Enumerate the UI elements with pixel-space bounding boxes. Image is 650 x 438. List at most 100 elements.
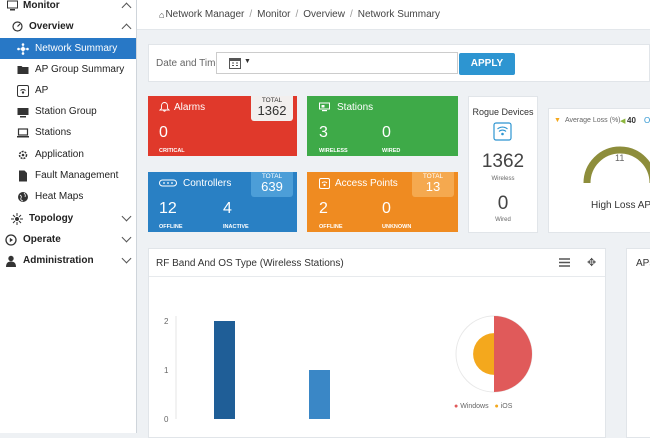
wired-label: WIRED	[382, 148, 401, 154]
legend-dot: ●	[494, 403, 499, 410]
wireless-count: 3	[319, 124, 328, 141]
unknown-label: UNKNOWN	[382, 224, 412, 230]
sidebar: Monitor Overview Network Summary AP Grou…	[0, 0, 137, 433]
chevron-down-icon[interactable]	[121, 253, 132, 264]
legend-windows[interactable]: Windows	[460, 403, 489, 410]
breadcrumb-item[interactable]: Network Manager	[165, 9, 245, 20]
wired-count: 0	[382, 124, 391, 141]
chevron-down-icon[interactable]	[121, 232, 132, 243]
total-label: TOTAL	[422, 173, 444, 180]
y-tick-label: 1	[164, 366, 169, 375]
sidebar-item-fault-management[interactable]: Fault Management	[0, 165, 136, 186]
panel-title: RF Band And OS Type (Wireless Stations)	[156, 258, 344, 269]
loss-extra: Ol	[644, 116, 650, 125]
critical-label: CRITICAL	[159, 148, 185, 154]
breadcrumb-current: Network Summary	[357, 9, 440, 20]
topology-icon	[11, 212, 23, 225]
bar[interactable]	[214, 321, 235, 419]
rogue-devices-card[interactable]: Rogue Devices 1362 Wireless 0 Wired	[468, 96, 538, 233]
panel-header: RF Band And OS Type (Wireless Stations) …	[149, 249, 605, 277]
sidebar-item-monitor[interactable]: Monitor	[0, 0, 136, 16]
pie-slice[interactable]	[473, 333, 494, 375]
calendar-icon[interactable]	[229, 57, 241, 72]
menu-icon[interactable]	[559, 257, 570, 271]
sidebar-label: Fault Management	[35, 170, 119, 181]
sidebar-label: Application	[35, 149, 84, 160]
total-value: 639	[261, 179, 283, 194]
date-filter-bar: Date and Time ▼ APPLY	[148, 44, 650, 82]
station-icon	[319, 102, 330, 112]
sidebar-item-network-summary[interactable]: Network Summary	[0, 38, 136, 59]
chevron-up-icon[interactable]	[121, 2, 132, 13]
y-tick-label: 0	[164, 415, 169, 424]
caret-down-icon[interactable]: ▼	[244, 58, 251, 65]
alarms-tile[interactable]: Alarms TOTAL 1362 0 CRITICAL	[148, 96, 297, 156]
tile-title: Access Points	[335, 178, 398, 189]
high-loss-card[interactable]: ▼ Average Loss (%) ◀ 40 Ol 11 High Loss …	[548, 108, 650, 233]
sidebar-item-topology[interactable]: Topology	[0, 208, 136, 229]
gauge-value: 11	[615, 153, 625, 163]
aps-panel: APs	[626, 248, 650, 438]
os-bar-chart: 0 1 2	[164, 316, 330, 424]
offline-count: 12	[159, 200, 177, 217]
date-time-label: Date and Time	[156, 58, 222, 69]
access-points-tile[interactable]: Access Points TOTAL 13 2 OFFLINE 0 UNKNO…	[307, 172, 458, 232]
sidebar-item-overview[interactable]: Overview	[0, 16, 136, 37]
loss-gauge	[583, 146, 650, 184]
bar[interactable]	[309, 370, 330, 419]
chevron-up-icon[interactable]	[121, 23, 132, 34]
sidebar-item-stations[interactable]: Stations	[0, 122, 136, 143]
unknown-count: 0	[382, 200, 391, 217]
rogue-ap-icon	[493, 122, 512, 141]
apply-button[interactable]: APPLY	[459, 53, 515, 75]
sidebar-item-heat-maps[interactable]: Heat Maps	[0, 186, 136, 207]
stations-tile[interactable]: Stations 3 WIRELESS 0 WIRED	[307, 96, 458, 156]
document-icon	[17, 170, 29, 182]
controllers-tile[interactable]: Controllers TOTAL 639 12 OFFLINE 4 INACT…	[148, 172, 297, 232]
sidebar-item-administration[interactable]: Administration	[0, 250, 136, 271]
pie-legend: ● Windows ● iOS	[454, 403, 512, 410]
date-time-input[interactable]: ▼	[216, 52, 458, 74]
sidebar-label: Topology	[29, 213, 74, 224]
dashboard-icon	[11, 21, 23, 33]
sidebar-label: Station Group	[35, 106, 97, 117]
access-point-icon	[319, 178, 330, 189]
sidebar-item-ap[interactable]: AP	[0, 80, 136, 101]
y-tick-label: 2	[164, 317, 169, 326]
sidebar-item-operate[interactable]: Operate	[0, 229, 136, 250]
card-title: High Loss APs	[591, 200, 650, 211]
wireless-label: WIRELESS	[319, 148, 348, 154]
breadcrumb-item[interactable]: Overview	[303, 9, 345, 20]
panel-title: APs	[636, 258, 650, 269]
sidebar-item-station-group[interactable]: Station Group	[0, 101, 136, 122]
sidebar-label: Monitor	[23, 0, 60, 11]
filter-icon[interactable]: ▼	[554, 117, 561, 124]
chevron-down-icon[interactable]	[121, 211, 132, 222]
inactive-count: 4	[223, 200, 232, 217]
globe-icon	[17, 191, 29, 203]
pie-slice[interactable]	[494, 316, 532, 392]
folder-icon	[17, 64, 29, 76]
legend-dot: ●	[454, 403, 459, 410]
wired-label: Wired	[495, 217, 511, 223]
legend-ios[interactable]: iOS	[500, 403, 513, 410]
total-value: 13	[425, 179, 441, 194]
rf-band-panel: RF Band And OS Type (Wireless Stations) …	[148, 248, 606, 438]
monitor-icon	[6, 0, 18, 12]
sidebar-item-application[interactable]: Application	[0, 144, 136, 165]
tile-title: Alarms	[174, 102, 206, 113]
station-group-icon	[17, 106, 29, 118]
total-value: 1362	[257, 103, 287, 118]
total-label: TOTAL	[261, 97, 283, 104]
wireless-value: 1362	[481, 151, 525, 172]
sidebar-label: Operate	[23, 234, 61, 245]
tile-title: Stations	[337, 102, 374, 113]
breadcrumb-item[interactable]: Monitor	[257, 9, 291, 20]
gear-icon	[17, 149, 29, 161]
home-icon[interactable]: ⌂	[159, 9, 165, 20]
sidebar-label: Stations	[35, 127, 72, 138]
critical-count: 0	[159, 124, 168, 141]
user-icon	[5, 255, 17, 267]
sidebar-item-ap-group-summary[interactable]: AP Group Summary	[0, 59, 136, 80]
move-icon[interactable]: ✥	[587, 257, 597, 269]
